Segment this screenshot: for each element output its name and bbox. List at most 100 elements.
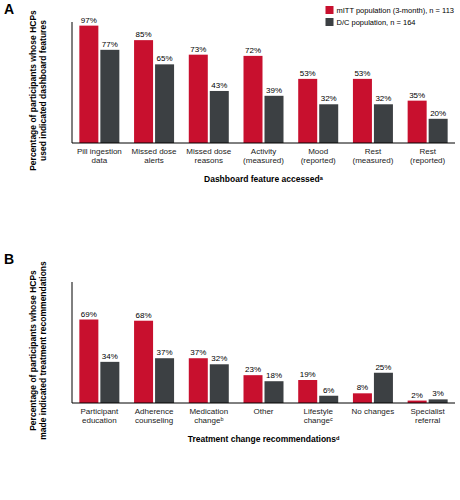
x-tick-label-line: Missed dose: [132, 147, 177, 156]
legend: mITT population (3-month), n = 113 D/C po…: [326, 6, 455, 27]
bar: [265, 381, 284, 403]
data-label: 32%: [321, 94, 337, 103]
x-tick-label: Rest(reported): [410, 147, 445, 165]
bar: [189, 55, 208, 143]
x-tick-label-line: (measured): [243, 156, 284, 165]
bar: [155, 358, 174, 403]
data-label: 32%: [211, 354, 227, 363]
data-label: 32%: [375, 94, 391, 103]
data-label: 20%: [430, 109, 446, 118]
data-label: 69%: [81, 310, 97, 319]
x-tick-label: Lifestylechangeᶜ: [304, 407, 334, 425]
legend-swatch: [326, 6, 334, 14]
bar: [298, 79, 317, 143]
data-label: 72%: [245, 46, 261, 55]
y-axis-title-line: used indicated dashboard features: [38, 20, 48, 161]
x-tick-label-line: Activity: [251, 147, 276, 156]
x-tick-label: No changes: [352, 407, 395, 416]
data-label: 68%: [136, 311, 152, 320]
legend-swatch: [326, 18, 334, 26]
x-tick-label-line: Other: [253, 407, 273, 416]
x-tick-label-line: Pill ingestion: [77, 147, 122, 156]
x-tick-label-line: Rest: [365, 147, 382, 156]
x-tick-label-line: (reported): [301, 156, 336, 165]
bar: [134, 40, 153, 143]
x-tick-label: Missed dosereasons: [186, 147, 231, 165]
panel-label: A: [4, 1, 14, 17]
y-axis-line: [72, 282, 73, 403]
bars: [79, 26, 447, 143]
x-tick-label: Adherencecounseling: [135, 407, 174, 425]
x-tick-label-line: Missed dose: [186, 147, 231, 156]
x-tick-label-line: counseling: [135, 416, 173, 425]
x-tick-label-line: Rest: [419, 147, 436, 156]
x-tick-label: Activity(measured): [243, 147, 284, 165]
x-tick-label-line: Lifestyle: [304, 407, 334, 416]
x-tick-label-line: alerts: [144, 156, 164, 165]
data-label: 35%: [409, 91, 425, 100]
x-tick-label: Specialistreferral: [411, 407, 446, 425]
x-tick-label-line: (reported): [410, 156, 445, 165]
x-tick-label-line: Specialist: [411, 407, 446, 416]
data-label: 19%: [300, 370, 316, 379]
x-tick-label-line: referral: [415, 416, 441, 425]
data-label: 18%: [266, 371, 282, 380]
data-label: 73%: [190, 45, 206, 54]
y-axis-title-line: made indicated treatment recommendations: [38, 261, 48, 440]
data-label: 53%: [300, 69, 316, 78]
y-axis-title-line: Percentage of participants whose HCPs: [28, 270, 38, 431]
x-tick-label-line: Participant: [80, 407, 119, 416]
bar: [353, 79, 372, 143]
x-tick-label: Missed dosealerts: [132, 147, 177, 165]
x-tick-label-line: Adherence: [135, 407, 174, 416]
y-axis-title: Percentage of participants whose HCPsuse…: [28, 10, 49, 171]
bar: [374, 373, 393, 403]
bar: [134, 321, 153, 403]
data-label: 39%: [266, 86, 282, 95]
bar: [319, 396, 338, 403]
x-tick-label-line: No changes: [352, 407, 395, 416]
bar: [100, 362, 119, 403]
x-axis-line: [72, 143, 455, 144]
bar: [244, 375, 263, 403]
legend-label: D/C population, n = 164: [337, 18, 416, 27]
data-label: 65%: [157, 54, 173, 63]
x-axis-line: [72, 403, 455, 404]
x-tick-label-line: Medication: [189, 407, 228, 416]
bar: [408, 101, 427, 143]
data-label: 43%: [211, 81, 227, 90]
x-tick-label-line: changeᵇ: [194, 416, 223, 425]
x-tick-label-line: Mood: [308, 147, 328, 156]
bar: [265, 96, 284, 143]
data-label: 37%: [190, 348, 206, 357]
data-labels: 69%68%37%23%19%8%2%34%37%32%18%6%25%3%: [81, 310, 444, 400]
legend-label: mITT population (3-month), n = 113: [337, 6, 455, 15]
panel: B69%68%37%23%19%8%2%34%37%32%18%6%25%3%P…: [4, 251, 455, 444]
page: {"chart_data": [ {"type": "bar", "title"…: [0, 0, 460, 500]
bar: [244, 56, 263, 143]
x-tick-label: Other: [253, 407, 273, 416]
data-label: 2%: [411, 391, 423, 400]
data-label: 34%: [102, 352, 118, 361]
data-label: 25%: [375, 363, 391, 372]
x-tick-label: Rest(measured): [352, 147, 393, 165]
x-tick-label: Pill ingestiondata: [77, 147, 122, 165]
x-tick-label: Mood(reported): [301, 147, 336, 165]
panel-label: B: [4, 251, 14, 267]
bar: [210, 364, 229, 403]
bar: [319, 104, 338, 143]
bar: [155, 64, 174, 143]
bar: [353, 393, 372, 403]
x-tick-label-line: education: [82, 416, 117, 425]
bar: [189, 358, 208, 403]
data-label: 6%: [323, 386, 335, 395]
x-tick-label-line: changeᶜ: [304, 416, 333, 425]
bar: [79, 26, 98, 143]
data-label: 37%: [157, 348, 173, 357]
x-tick-label-line: reasons: [195, 156, 223, 165]
data-label: 8%: [357, 383, 369, 392]
data-label: 97%: [81, 16, 97, 25]
data-label: 77%: [102, 40, 118, 49]
x-axis-title: Treatment change recommendationsᵈ: [188, 434, 340, 444]
y-axis-line: [72, 22, 73, 143]
